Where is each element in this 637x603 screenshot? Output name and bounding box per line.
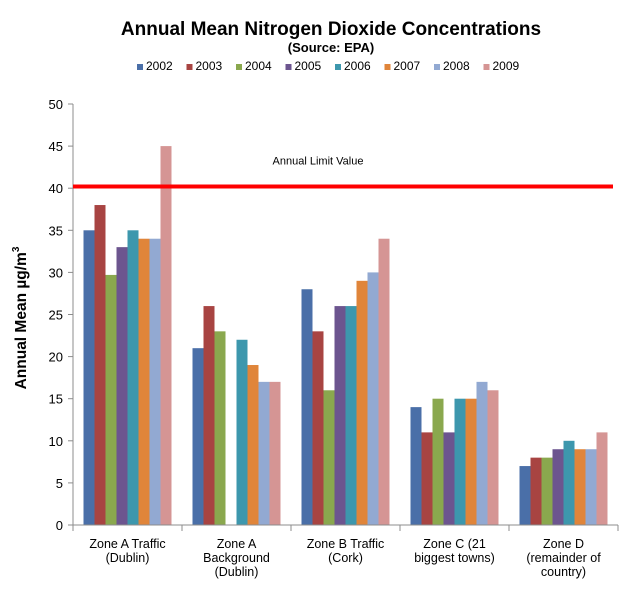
legend-swatch-2002 bbox=[137, 64, 143, 70]
legend-swatch-2007 bbox=[384, 64, 391, 70]
legend-label-2004: 2004 bbox=[245, 59, 272, 73]
legend-label-2002: 2002 bbox=[146, 59, 173, 73]
legend-label-2003: 2003 bbox=[196, 59, 223, 73]
bar-2008 bbox=[476, 381, 488, 525]
bar-2003 bbox=[312, 331, 324, 525]
bar-2003 bbox=[421, 432, 433, 525]
legend: 2002 2003 2004 2005 2006 2007 2008 2009 bbox=[137, 59, 520, 73]
bar-2009 bbox=[160, 146, 172, 525]
annual-limit-label: Annual Limit Value bbox=[273, 156, 364, 168]
y-tick-label: 35 bbox=[49, 223, 63, 238]
y-tick-label: 20 bbox=[49, 350, 63, 365]
bar-2005 bbox=[116, 247, 128, 525]
bar-2008 bbox=[367, 272, 379, 525]
bar-2004 bbox=[541, 457, 553, 525]
y-tick-label: 0 bbox=[56, 518, 63, 533]
legend-label-2008: 2008 bbox=[443, 59, 470, 73]
bar-2002 bbox=[192, 348, 204, 525]
bar-2007 bbox=[247, 365, 259, 525]
bar-2009 bbox=[596, 432, 608, 525]
bar-2006 bbox=[563, 440, 575, 525]
x-axis: Zone A Traffic (Dublin) Zone A Background (D… bbox=[72, 524, 619, 579]
chart-title: Annual Mean Nitrogen Dioxide Concentrati… bbox=[121, 19, 541, 40]
bar-2002 bbox=[410, 407, 422, 525]
chart-subtitle: (Source: EPA) bbox=[288, 40, 374, 55]
legend-swatch-2005 bbox=[285, 64, 292, 70]
bar-2002 bbox=[301, 289, 313, 525]
x-category-label: Zone A Background (Dublin) bbox=[203, 537, 270, 579]
bars bbox=[83, 146, 608, 526]
y-tick-label: 10 bbox=[49, 434, 63, 449]
y-tick-label: 45 bbox=[49, 139, 63, 154]
bar-2006 bbox=[127, 230, 139, 526]
bar-2009 bbox=[487, 390, 499, 525]
bar-2008 bbox=[149, 238, 161, 525]
x-category-label: Zone C (21 biggest towns) bbox=[414, 537, 495, 565]
legend-label-2009: 2009 bbox=[493, 59, 520, 73]
legend-swatch-2004 bbox=[236, 64, 242, 70]
legend-label-2006: 2006 bbox=[344, 59, 371, 73]
x-category-label: Zone D (remainder of country) bbox=[526, 537, 601, 579]
bar-2008 bbox=[585, 449, 597, 525]
bar-2004 bbox=[214, 331, 226, 525]
bar-2004 bbox=[105, 274, 117, 525]
x-category-label: Zone A Traffic (Dublin) bbox=[89, 537, 165, 565]
bar-2009 bbox=[269, 381, 281, 525]
y-tick-label: 5 bbox=[56, 476, 63, 491]
bar-2004 bbox=[323, 390, 335, 525]
bar-2007 bbox=[356, 280, 368, 525]
bar-2007 bbox=[465, 398, 477, 525]
legend-label-2007: 2007 bbox=[394, 59, 421, 73]
bar-2003 bbox=[203, 306, 215, 525]
bar-2005 bbox=[552, 449, 564, 525]
bar-2002 bbox=[83, 230, 95, 526]
bar-2006 bbox=[236, 339, 248, 525]
bar-2007 bbox=[574, 449, 586, 525]
bar-2009 bbox=[378, 238, 390, 525]
legend-swatch-2003 bbox=[186, 64, 193, 70]
bar-2003 bbox=[94, 205, 106, 526]
y-tick-label: 25 bbox=[49, 308, 63, 323]
legend-swatch-2009 bbox=[483, 64, 490, 70]
bar-2004 bbox=[432, 398, 444, 525]
legend-label-2005: 2005 bbox=[295, 59, 322, 73]
bar-2006 bbox=[345, 306, 357, 525]
bar-2005 bbox=[334, 306, 346, 525]
bar-2002 bbox=[519, 466, 531, 525]
bar-2008 bbox=[258, 381, 270, 525]
y-tick-label: 50 bbox=[49, 97, 63, 112]
bar-2003 bbox=[530, 457, 542, 525]
y-axis: 0 5 10 15 20 25 30 35 40 45 50 bbox=[49, 97, 74, 533]
bar-2005 bbox=[443, 432, 455, 525]
y-axis-label-main: Annual Mean µg/m bbox=[13, 252, 30, 389]
bar-2006 bbox=[454, 398, 466, 525]
legend-swatch-2008 bbox=[434, 64, 440, 70]
y-tick-label: 15 bbox=[49, 392, 63, 407]
y-tick-label: 30 bbox=[49, 265, 63, 280]
bar-2007 bbox=[138, 238, 150, 525]
legend-swatch-2006 bbox=[335, 64, 341, 70]
x-category-label: Zone B Traffic (Cork) bbox=[307, 537, 385, 565]
reference-line-group: Annual Limit Value bbox=[73, 156, 613, 189]
y-axis-label: Annual Mean µg/m3 bbox=[11, 246, 30, 389]
y-tick-label: 40 bbox=[49, 181, 63, 196]
y-axis-label-sup: 3 bbox=[11, 246, 22, 252]
